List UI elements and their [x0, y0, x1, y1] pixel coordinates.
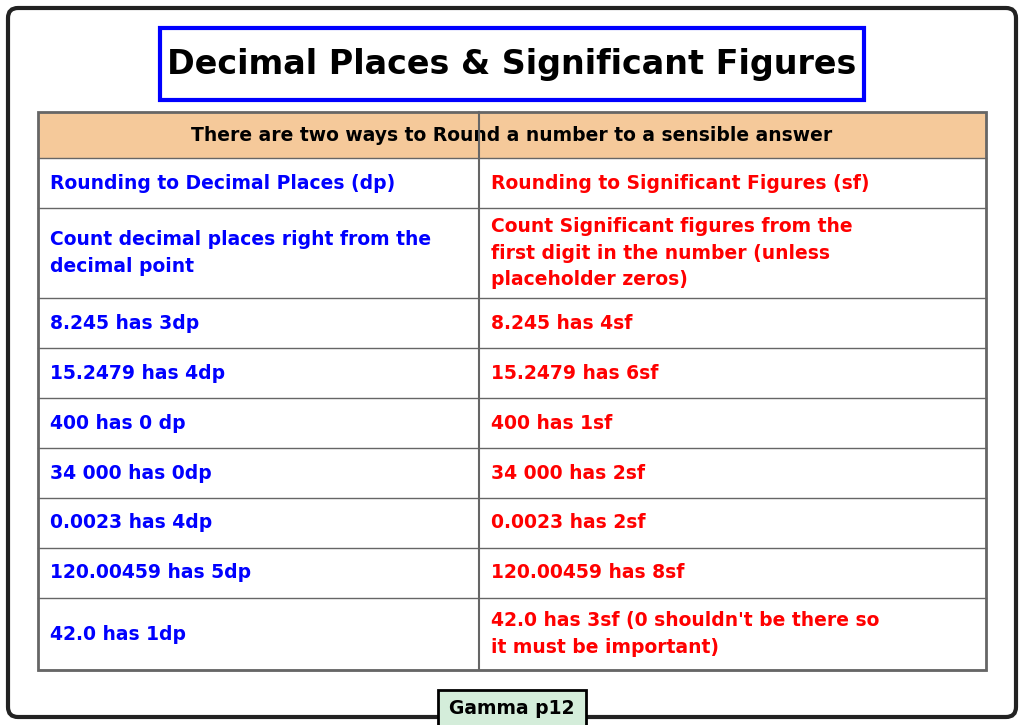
Text: 400 has 1sf: 400 has 1sf: [490, 413, 612, 433]
Text: 400 has 0 dp: 400 has 0 dp: [50, 413, 185, 433]
Text: 8.245 has 4sf: 8.245 has 4sf: [490, 313, 632, 333]
Text: There are two ways to Round a number to a sensible answer: There are two ways to Round a number to …: [191, 125, 833, 144]
Text: 0.0023 has 2sf: 0.0023 has 2sf: [490, 513, 645, 532]
Text: Decimal Places & Significant Figures: Decimal Places & Significant Figures: [167, 48, 857, 80]
Text: 0.0023 has 4dp: 0.0023 has 4dp: [50, 513, 212, 532]
Text: 120.00459 has 5dp: 120.00459 has 5dp: [50, 563, 251, 582]
Bar: [38, 112, 986, 670]
Bar: [438, 690, 586, 725]
Bar: [38, 112, 986, 158]
Text: 8.245 has 3dp: 8.245 has 3dp: [50, 313, 200, 333]
Text: Rounding to Significant Figures (sf): Rounding to Significant Figures (sf): [490, 173, 869, 193]
Text: 120.00459 has 8sf: 120.00459 has 8sf: [490, 563, 684, 582]
Bar: [160, 28, 864, 100]
Text: Rounding to Decimal Places (dp): Rounding to Decimal Places (dp): [50, 173, 395, 193]
Text: Count Significant figures from the
first digit in the number (unless
placeholder: Count Significant figures from the first…: [490, 217, 852, 289]
Text: 42.0 has 3sf (0 shouldn't be there so
it must be important): 42.0 has 3sf (0 shouldn't be there so it…: [490, 611, 880, 657]
Text: Count decimal places right from the
decimal point: Count decimal places right from the deci…: [50, 231, 431, 276]
Text: 15.2479 has 6sf: 15.2479 has 6sf: [490, 363, 658, 383]
Text: 34 000 has 2sf: 34 000 has 2sf: [490, 463, 645, 483]
Text: 42.0 has 1dp: 42.0 has 1dp: [50, 624, 186, 644]
Text: 34 000 has 0dp: 34 000 has 0dp: [50, 463, 212, 483]
FancyBboxPatch shape: [8, 8, 1016, 717]
Text: Gamma p12: Gamma p12: [450, 698, 574, 718]
Text: 15.2479 has 4dp: 15.2479 has 4dp: [50, 363, 225, 383]
